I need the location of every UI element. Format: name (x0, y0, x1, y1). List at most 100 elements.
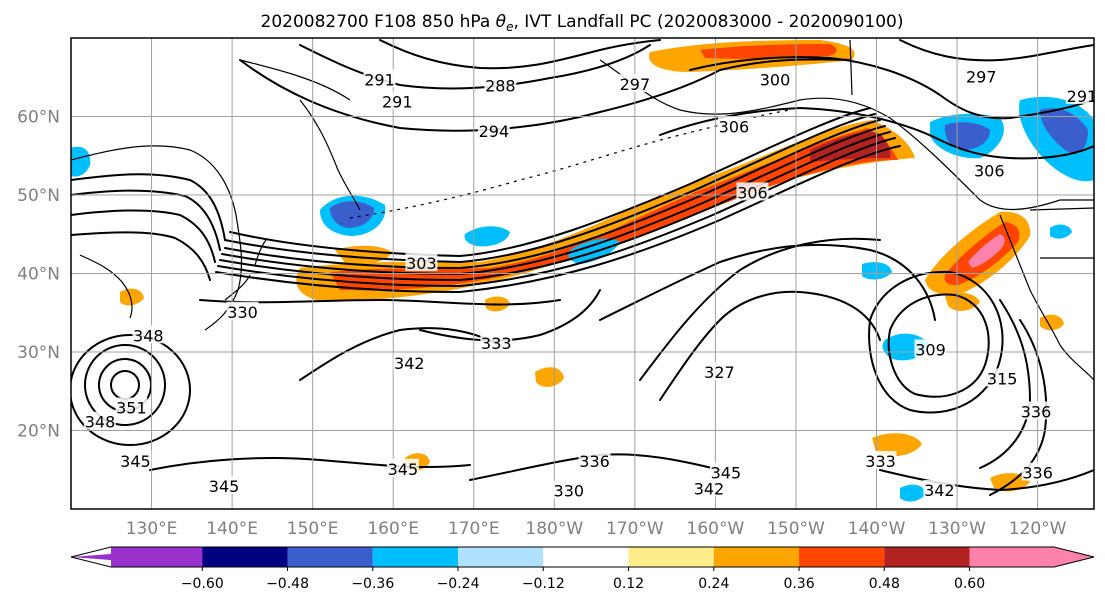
lat-tick-label: 60°N (17, 108, 60, 128)
lon-tick-label: 150°W (767, 519, 825, 539)
contour-label-bg (736, 182, 769, 201)
jet-contour-3 (219, 131, 891, 281)
contour-label-bg (973, 160, 1006, 179)
asia-coastline (71, 145, 243, 331)
lat-tick-label: 40°N (17, 265, 60, 285)
contour-label: 297 (966, 67, 997, 86)
contour-label: 297 (620, 75, 651, 94)
jet-contour-2 (221, 125, 886, 275)
east-cyclone-contour-2 (887, 293, 990, 398)
contour-342 (299, 327, 501, 381)
map-frame (70, 37, 1095, 510)
lon-tick-label: 180°W (525, 519, 583, 539)
contour-label-bg (578, 450, 611, 469)
contour-label-bg (477, 121, 510, 140)
colorbar: −0.60 −0.48 −0.36 −0.24 −0.12 0.12 0.24 0.36 0.4… (70, 546, 1095, 592)
contour-label-bg (115, 397, 148, 416)
negative-anomaly-west (71, 146, 91, 177)
contour-342-east (879, 469, 1094, 491)
coastlines (71, 39, 1094, 381)
colorbar-segment (111, 547, 203, 567)
contour-label-bg (759, 69, 792, 88)
colorbar-tick-label: 0.12 (613, 576, 644, 592)
kamchatka-coastline (239, 59, 361, 211)
colorbar-segment (713, 547, 800, 567)
contour-label-bg (703, 362, 736, 381)
negative-anomaly-small-1 (900, 484, 926, 502)
contour-label-bg (393, 352, 426, 371)
negative-anomaly-alaska-core (944, 122, 990, 150)
north-positive-core (700, 44, 837, 59)
contour-label: 333 (481, 334, 512, 353)
contour-label-bg (405, 253, 438, 272)
contour-321 (639, 237, 881, 381)
jet-contour-5 (215, 145, 901, 293)
lon-tick-label: 130°E (126, 519, 178, 539)
colorbar-segment (287, 547, 373, 567)
colorbar-tick-label: −0.24 (437, 576, 480, 592)
contour-label: 291 (382, 92, 413, 111)
contour-label-bg (83, 411, 116, 430)
contour-label-bg (923, 479, 956, 498)
colorbar-segment (543, 547, 629, 567)
contour-label-bg (484, 75, 517, 94)
lon-tick-label: 140°E (206, 519, 258, 539)
lon-tick-label: 130°W (928, 519, 986, 539)
colorbar-segment (969, 547, 1054, 567)
map-gridlines (71, 38, 1094, 509)
negative-anomaly-center (464, 226, 510, 247)
typhoon-contour-4 (71, 334, 191, 446)
contour-label-bg (386, 458, 419, 477)
contour-label: 309 (915, 340, 946, 359)
contour-label-bg (226, 301, 259, 320)
theta-e-contours (71, 39, 1094, 496)
contour-label: 288 (485, 77, 516, 96)
contour-label: 303 (406, 254, 437, 273)
contour-327 (659, 290, 881, 401)
jet-contour-4 (217, 137, 896, 287)
asia-contour-1 (71, 173, 226, 241)
lat-tick-label: 20°N (17, 422, 60, 442)
contour-label: 345 (388, 460, 419, 479)
contour-label-bg (717, 116, 750, 135)
contour-label: 306 (719, 117, 750, 136)
positive-anomaly-core (330, 128, 898, 291)
lon-tick-label: 150°E (287, 519, 339, 539)
contour-345-south (149, 457, 471, 471)
contour-label: 336 (1022, 464, 1053, 483)
contour-label-bg (965, 66, 998, 85)
jet-contour-1 (224, 119, 881, 269)
contour-label: 336 (1021, 402, 1052, 421)
contour-333 (419, 289, 601, 342)
negative-anomaly-northeast-core (1040, 108, 1088, 154)
colorbar-outline (70, 546, 1095, 568)
contour-labels: 291 288 291 294 297 300 306 306 306 297 291 303 330 3… (83, 66, 1094, 501)
contour-label-bg (709, 462, 742, 481)
asia-contour-3 (71, 209, 216, 263)
contour-label-bg (618, 74, 651, 93)
jet-contour-7 (229, 107, 871, 257)
contour-336-east (989, 319, 1048, 496)
contour-label-bg (119, 450, 152, 469)
contour-label: 291 (364, 70, 395, 89)
north-america-coastline (999, 214, 1094, 381)
positive-anomaly-band (296, 120, 915, 302)
alaska-coastline (599, 59, 1094, 210)
asia-contour-2 (71, 189, 221, 251)
canada-border (849, 39, 1094, 259)
colorbar-tick-label: −0.36 (351, 576, 394, 592)
contour-label: 345 (120, 452, 151, 471)
contour-324 (599, 243, 936, 321)
chart-title: 2020082700 F108 850 hPa θe, IVT Landfall… (261, 12, 904, 34)
contour-label: 330 (227, 303, 258, 322)
contour-315 (979, 299, 1031, 469)
colorbar-segment (628, 547, 714, 567)
contour-label-bg (986, 368, 1019, 387)
colorbar-segment (202, 547, 288, 567)
contour-label-bg (914, 339, 947, 358)
contour-288 (379, 39, 661, 70)
lon-tick-label: 170°E (448, 519, 500, 539)
contour-297 (899, 39, 1094, 62)
contour-label-bg (1020, 401, 1053, 420)
colorbar-segment (799, 547, 885, 567)
